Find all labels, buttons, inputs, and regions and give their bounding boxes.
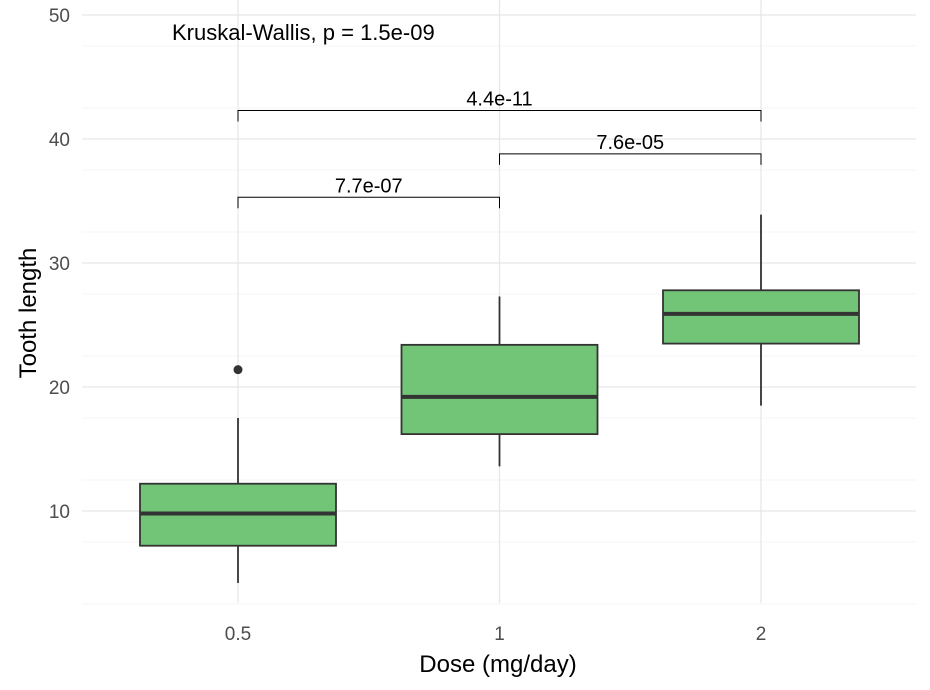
bracket-p-value: 7.6e-05 bbox=[596, 132, 664, 154]
bracket-p-value: 7.7e-07 bbox=[335, 175, 403, 197]
boxes bbox=[139, 214, 860, 583]
x-tick-labels: 0.5 1 2 bbox=[225, 624, 767, 645]
y-axis-title: Tooth length bbox=[15, 248, 42, 379]
box-group bbox=[662, 214, 860, 406]
y-tick-label: 10 bbox=[49, 502, 70, 523]
y-tick-labels: 10 20 30 40 50 bbox=[49, 6, 70, 523]
comparison-bracket: 4.4e-11 bbox=[237, 88, 762, 122]
x-tick-label: 1 bbox=[494, 624, 505, 645]
kruskal-wallis-annotation: Kruskal-Wallis, p = 1.5e-09 bbox=[172, 20, 435, 45]
box-group bbox=[400, 296, 599, 467]
comparison-bracket: 7.6e-05 bbox=[499, 132, 762, 165]
bracket-p-value: 4.4e-11 bbox=[466, 88, 532, 110]
bracket-line bbox=[499, 153, 762, 165]
outlier-point bbox=[233, 365, 243, 375]
x-axis-title: Dose (mg/day) bbox=[419, 651, 576, 678]
y-tick-label: 20 bbox=[49, 378, 70, 399]
box bbox=[400, 343, 599, 436]
y-tick-label: 30 bbox=[49, 254, 70, 275]
comparison-brackets: 7.7e-07 7.6e-05 4.4e-11 bbox=[237, 88, 762, 209]
y-tick-label: 50 bbox=[49, 6, 70, 27]
bracket-line bbox=[237, 109, 762, 122]
x-tick-label: 2 bbox=[756, 624, 767, 645]
bracket-line bbox=[237, 196, 500, 209]
box bbox=[662, 289, 860, 345]
y-tick-label: 40 bbox=[49, 130, 70, 151]
box-group bbox=[139, 365, 337, 583]
x-tick-label: 0.5 bbox=[225, 624, 251, 645]
comparison-bracket: 7.7e-07 bbox=[237, 175, 500, 209]
